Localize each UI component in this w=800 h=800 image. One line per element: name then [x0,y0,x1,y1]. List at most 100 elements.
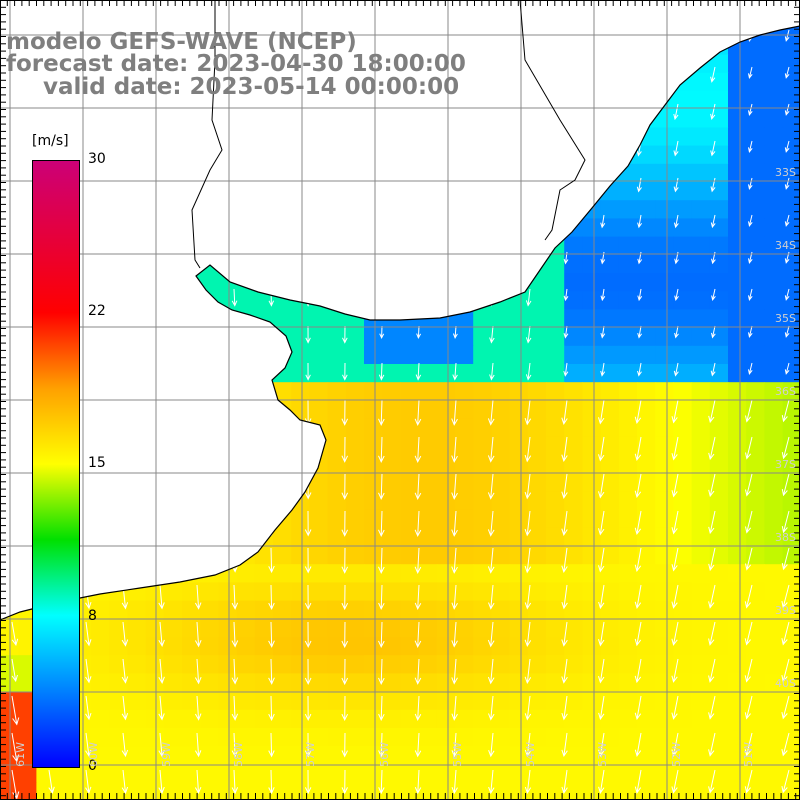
wind-speed-cell [473,782,492,800]
wind-speed-cell [473,345,492,365]
border-line [519,0,586,241]
wind-speed-cell [200,418,219,438]
wind-speed-cell [600,127,620,147]
wind-speed-cell [527,273,547,292]
wind-speed-cell [127,382,147,401]
wind-speed-cell [691,236,711,256]
wind-speed-cell [254,163,274,183]
wind-arrow [744,769,753,794]
wind-speed-cell [455,127,474,147]
wind-speed-cell [527,673,547,693]
wind-speed-cell [382,291,401,310]
wind-speed-cell [0,382,19,401]
wind-speed-cell [655,600,674,620]
wind-speed-cell [109,436,128,456]
wind-speed-cell [691,109,711,128]
wind-speed-cell [418,182,438,201]
wind-arrow [231,769,239,795]
wind-speed-cell [527,527,547,547]
wind-speed-cell [127,236,147,256]
wind-speed-cell [728,109,747,128]
wind-speed-cell [382,655,401,674]
wind-speed-cell [782,473,800,492]
wind-arrow [231,177,238,196]
wind-speed-cell [364,564,383,583]
wind-speed-cell [600,26,620,37]
wind-speed-cell [673,218,693,238]
wind-speed-cell [18,91,37,110]
wind-speed-cell [691,145,711,165]
wind-speed-cell [127,491,147,511]
wind-speed-cell [546,436,565,456]
wind-speed-cell [564,236,583,256]
wind-speed-cell [764,637,784,656]
wind-speed-cell [218,182,238,201]
wind-arrow [563,29,569,46]
wind-arrow [121,510,128,535]
wind-speed-cell [582,455,602,474]
wind-speed-cell [436,527,456,547]
wind-speed-cell [764,109,784,128]
wind-speed-cell [709,600,729,620]
wind-speed-cell [673,564,693,583]
wind-speed-cell [327,673,347,693]
wind-speed-cell [764,746,784,765]
wind-arrow [636,177,642,193]
wind-speed-cell [309,782,329,800]
wind-speed-cell [673,491,693,511]
wind-arrow [781,510,790,534]
wind-speed-cell [254,345,274,365]
wind-speed-cell [400,655,420,674]
wind-speed-cell [600,509,620,529]
wind-speed-cell [618,418,638,438]
wind-speed-cell [218,163,238,183]
wind-arrow [304,658,312,686]
wind-speed-cell [618,764,638,784]
wind-speed-cell [600,309,620,329]
wind-speed-cell [345,236,365,256]
wind-speed-cell [746,637,765,656]
wind-arrow [489,66,495,85]
wind-speed-cell [637,600,656,620]
wind-speed-cell [764,163,784,183]
wind-speed-cell [436,509,456,529]
wind-speed-cell [200,400,219,420]
wind-speed-cell [400,709,420,729]
wind-speed-cell [309,327,329,347]
wind-speed-cell [509,655,529,674]
wind-speed-cell [728,691,747,711]
wind-speed-cell [418,455,438,474]
wind-speed-cell [709,782,729,800]
wind-speed-cell [655,655,674,674]
wind-speed-cell [691,618,711,638]
wind-speed-cell [691,527,711,547]
wind-speed-cell [218,436,238,456]
wind-arrow [341,769,348,795]
wind-arrow [11,658,18,683]
wind-arrow [708,732,716,757]
wind-speed-cell [637,455,656,474]
wind-speed-cell [600,254,620,274]
wind-speed-cell [637,400,656,420]
wind-speed-cell [473,36,492,56]
wind-speed-cell [109,327,128,347]
wind-speed-cell [309,309,329,329]
wind-speed-cell [655,436,674,456]
wind-speed-cell [218,309,238,329]
wind-speed-cell [273,527,292,547]
wind-speed-cell [91,127,110,147]
wind-arrow [194,584,202,610]
wind-arrow [268,103,275,122]
wind-speed-cell [618,364,638,383]
wind-speed-cell [673,782,693,800]
wind-speed-cell [327,382,347,401]
wind-speed-cell [182,182,201,201]
wind-speed-cell [691,364,711,383]
wind-speed-cell [200,582,219,602]
wind-speed-cell [728,127,747,147]
wind-arrow [489,288,495,307]
wind-speed-cell [145,509,165,529]
wind-speed-cell [400,291,420,310]
wind-speed-cell [655,273,674,292]
